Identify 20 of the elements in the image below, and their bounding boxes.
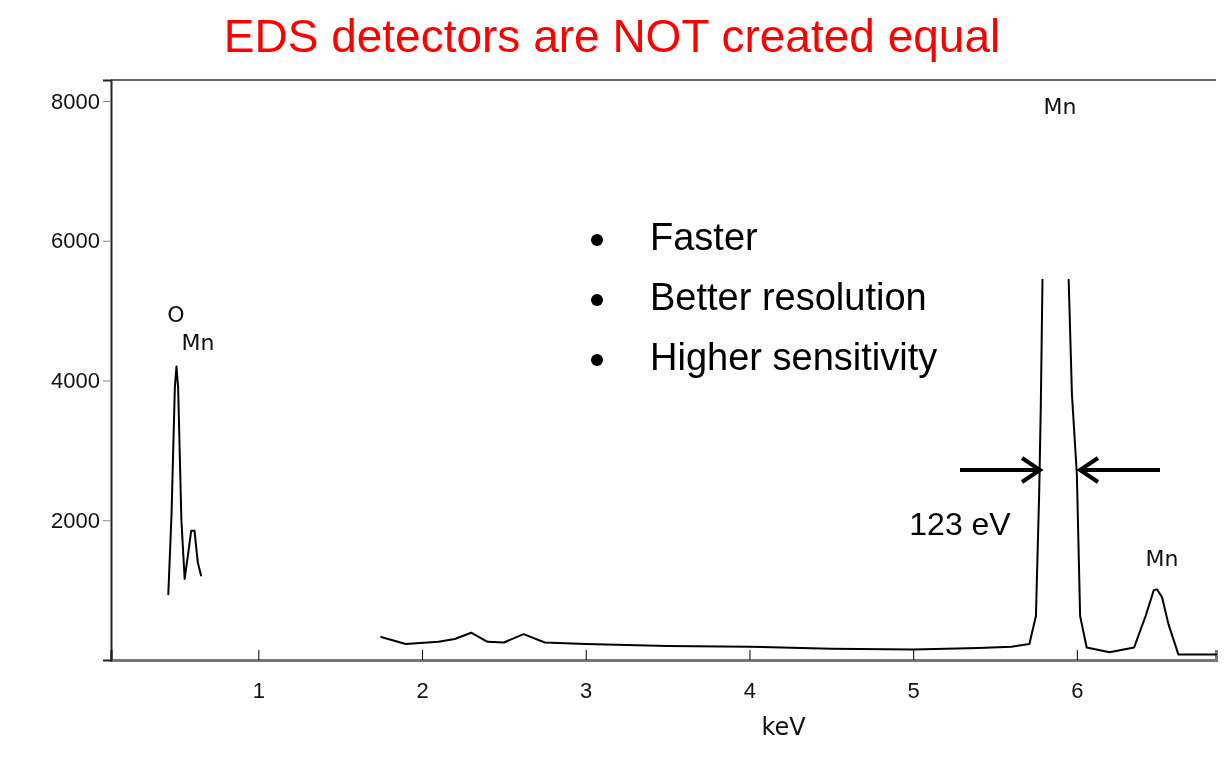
annotation: Higher sensitivity <box>650 336 938 378</box>
annotation: Mn <box>1145 546 1179 571</box>
annotation: Mn <box>1043 94 1077 119</box>
annotation: Better resolution <box>650 276 927 318</box>
annotation: Mn <box>181 330 215 355</box>
y-tick-label: 8000 <box>51 88 100 114</box>
annotation: O <box>167 302 185 327</box>
x-tick-label: 2 <box>416 677 429 703</box>
x-tick-label: 6 <box>1071 677 1084 703</box>
y-tick-label: 4000 <box>51 368 100 394</box>
y-tick-label: 6000 <box>51 228 100 254</box>
annotation: Faster <box>650 216 759 258</box>
chart-title: EDS detectors are NOT created equal <box>223 10 1001 62</box>
y-tick-label: 2000 <box>51 507 100 533</box>
x-tick-label: 3 <box>580 677 593 703</box>
x-tick-label: 1 <box>252 677 265 703</box>
annotation: 123 eV <box>909 506 1012 542</box>
x-axis-title: keV <box>761 713 807 741</box>
x-tick-label: 4 <box>743 677 757 703</box>
x-tick-label: 5 <box>907 677 920 703</box>
